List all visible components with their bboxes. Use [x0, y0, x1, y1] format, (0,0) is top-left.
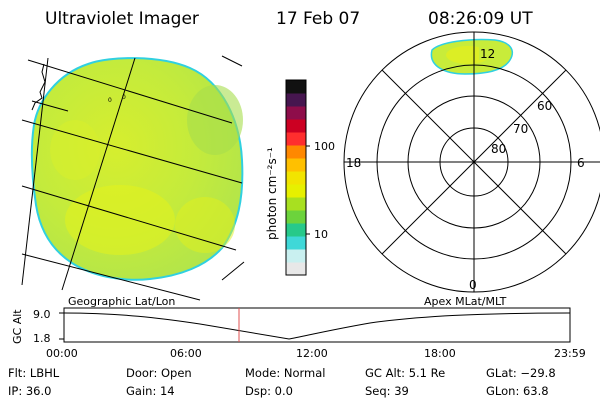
gc-alt-info: GC Alt: 5.1 Re — [365, 366, 446, 380]
mlt-label-18: 18 — [346, 156, 361, 170]
bright-patch — [175, 197, 235, 253]
bright-patch — [65, 185, 175, 255]
colorbar-frame — [285, 79, 307, 276]
longitude-lines — [21, 55, 245, 291]
mlat-label-80: 80 — [491, 142, 506, 156]
x-tick-label: 00:00 — [46, 347, 78, 360]
x-tick-label: 12:00 — [296, 347, 328, 360]
x-tick-label: 06:00 — [170, 347, 202, 360]
latitude-lines — [21, 59, 243, 301]
uv-image-panel: 0 0 — [21, 55, 245, 301]
colorbar-segment — [286, 106, 306, 120]
dsp-info: Dsp: 0.0 — [245, 384, 293, 398]
colorbar — [286, 80, 306, 276]
colorbar-tick-label: 10 — [314, 228, 328, 241]
date-label: 17 Feb 07 — [276, 9, 361, 29]
mode-info: Mode: Normal — [245, 366, 326, 380]
timeline-caption-left: Geographic Lat/Lon — [68, 295, 175, 308]
mlat-label-60: 60 — [537, 99, 552, 113]
colorbar-segment — [286, 262, 306, 276]
colorbar-segment — [286, 132, 306, 146]
colorbar-unit-label: photon cm⁻²s⁻¹ — [265, 147, 279, 240]
bright-patch — [50, 120, 100, 180]
y-tick-label: 9.0 — [33, 308, 51, 321]
mlt-spoke — [381, 69, 567, 255]
glon-info: GLon: 63.8 — [486, 384, 549, 398]
colorbar-segment — [286, 249, 306, 263]
coastline — [31, 63, 46, 111]
y-tick-label: 1.8 — [33, 332, 51, 345]
colorbar-segment — [286, 93, 306, 107]
grid-label: 0 — [122, 94, 126, 101]
colorbar-tick-label: 100 — [314, 140, 335, 153]
colorbar-segment — [286, 184, 306, 198]
colorbar-segment — [286, 80, 306, 94]
colorbar-segment — [286, 197, 306, 211]
filter-info: Flt: LBHL — [8, 366, 60, 380]
seq-info: Seq: 39 — [365, 384, 409, 398]
colorbar-segment — [286, 210, 306, 224]
gain-info: Gain: 14 — [126, 384, 175, 398]
label-bg — [479, 46, 497, 60]
timeline-frame — [63, 307, 571, 343]
door-info: Door: Open — [126, 366, 192, 380]
instrument-title: Ultraviolet Imager — [45, 9, 199, 29]
mlt-label-0: 0 — [469, 278, 477, 292]
timeline-caption-right: Apex MLat/MLT — [424, 295, 507, 308]
colorbar-segment — [286, 236, 306, 250]
time-label: 08:26:09 UT — [428, 9, 533, 29]
mlt-label-12: 12 — [480, 47, 495, 61]
colorbar-segment — [286, 119, 306, 133]
colorbar-segment — [286, 223, 306, 237]
colorbar-segment — [286, 171, 306, 185]
x-tick-label: 23:59 — [554, 347, 586, 360]
polar-plot: 12 18 6 0 60 70 80 — [343, 31, 600, 293]
colorbar-segment — [286, 158, 306, 172]
timeline-plot: Geographic Lat/Lon Apex MLat/MLT GC Alt … — [11, 295, 586, 360]
grid-label: 0 — [108, 97, 112, 104]
timeline-ylabel: GC Alt — [11, 309, 24, 344]
colorbar-segment — [286, 145, 306, 159]
glat-info: GLat: −29.8 — [486, 366, 556, 380]
ip-info: IP: 36.0 — [8, 384, 52, 398]
mlt-label-6: 6 — [577, 156, 585, 170]
dim-patch — [187, 85, 243, 155]
x-tick-label: 18:00 — [424, 347, 456, 360]
mlat-label-70: 70 — [513, 122, 528, 136]
altitude-curve — [63, 312, 571, 340]
